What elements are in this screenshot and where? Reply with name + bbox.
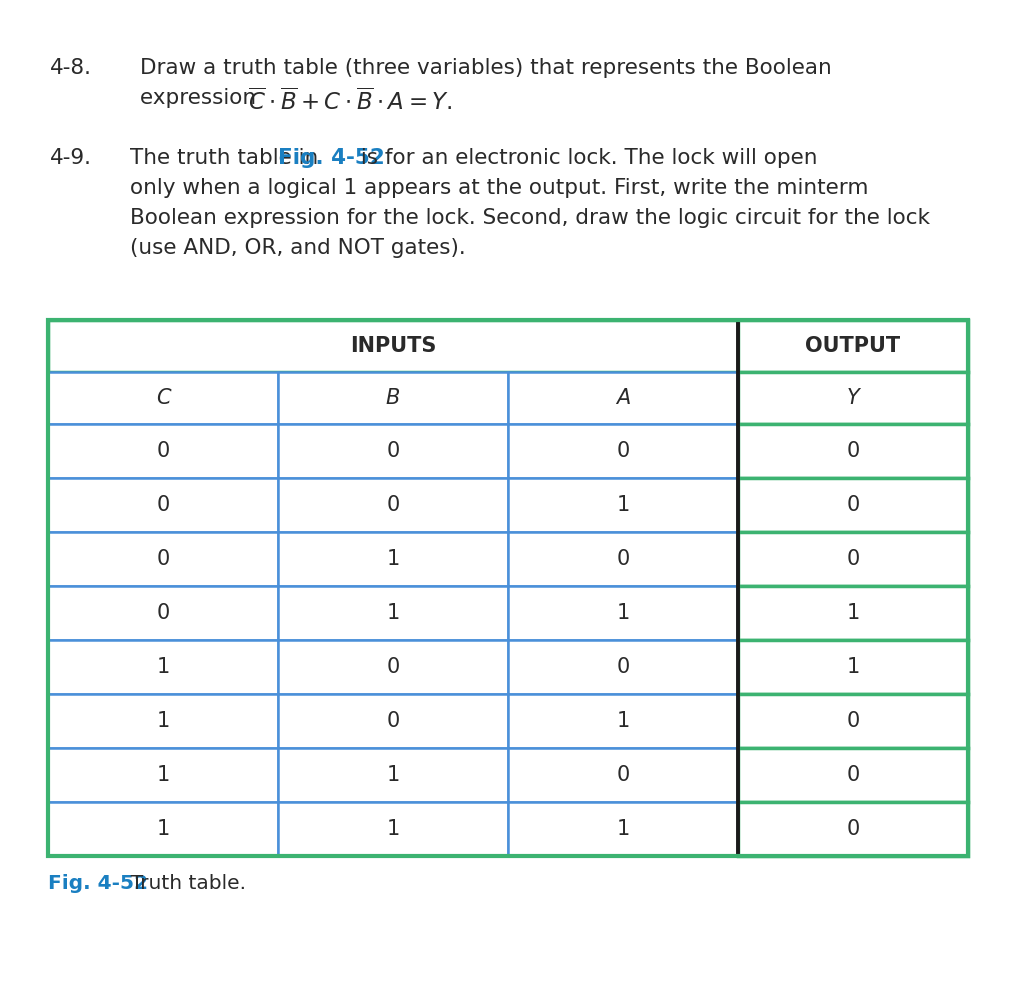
Text: 0: 0 xyxy=(847,765,859,785)
Bar xyxy=(48,478,278,532)
Bar xyxy=(278,694,508,748)
Text: 4-8.: 4-8. xyxy=(50,58,92,78)
Bar xyxy=(508,640,738,694)
Text: 0: 0 xyxy=(847,819,859,839)
Bar xyxy=(48,320,738,372)
Bar xyxy=(48,694,278,748)
Text: 1: 1 xyxy=(157,711,170,731)
Text: 0: 0 xyxy=(616,765,630,785)
Bar xyxy=(278,640,508,694)
Text: OUTPUT: OUTPUT xyxy=(806,336,900,356)
Bar xyxy=(48,640,278,694)
Text: Y: Y xyxy=(847,388,859,408)
Bar xyxy=(508,424,738,478)
Bar xyxy=(738,532,968,586)
Text: 0: 0 xyxy=(847,495,859,515)
Text: 1: 1 xyxy=(386,765,399,785)
Text: expression: expression xyxy=(140,88,263,108)
Text: 1: 1 xyxy=(847,603,859,623)
Text: is for an electronic lock. The lock will open: is for an electronic lock. The lock will… xyxy=(354,148,817,168)
Bar xyxy=(278,748,508,802)
Bar xyxy=(508,802,738,856)
Bar xyxy=(278,478,508,532)
Bar xyxy=(738,802,968,856)
Text: B: B xyxy=(386,388,400,408)
Text: C: C xyxy=(156,388,170,408)
Text: Draw a truth table (three variables) that represents the Boolean: Draw a truth table (three variables) tha… xyxy=(140,58,831,78)
Bar xyxy=(278,802,508,856)
Bar xyxy=(278,586,508,640)
Text: 0: 0 xyxy=(386,657,399,677)
Bar xyxy=(278,372,508,424)
Bar xyxy=(48,424,278,478)
Bar xyxy=(738,372,968,424)
Bar xyxy=(48,748,278,802)
Text: 1: 1 xyxy=(616,819,630,839)
Text: 0: 0 xyxy=(616,549,630,569)
Bar xyxy=(738,694,968,748)
Bar xyxy=(48,320,968,856)
Text: only when a logical 1 appears at the output. First, write the minterm: only when a logical 1 appears at the out… xyxy=(130,178,868,198)
Bar xyxy=(738,320,968,372)
Text: 0: 0 xyxy=(386,441,399,461)
Bar xyxy=(738,748,968,802)
Text: 1: 1 xyxy=(386,819,399,839)
Bar xyxy=(508,372,738,424)
Text: 1: 1 xyxy=(386,549,399,569)
Text: 1: 1 xyxy=(157,765,170,785)
Bar xyxy=(48,532,278,586)
Text: 0: 0 xyxy=(157,603,170,623)
Text: 1: 1 xyxy=(847,657,859,677)
Text: 0: 0 xyxy=(386,495,399,515)
Bar xyxy=(278,532,508,586)
Text: $\overline{C} \cdot \overline{B} + C \cdot \overline{B} \cdot A = Y.$: $\overline{C} \cdot \overline{B} + C \cd… xyxy=(248,88,453,115)
Bar xyxy=(508,586,738,640)
Text: 0: 0 xyxy=(386,711,399,731)
Text: 1: 1 xyxy=(616,495,630,515)
Text: 0: 0 xyxy=(157,441,170,461)
Text: A: A xyxy=(615,388,630,408)
Bar xyxy=(738,424,968,478)
Text: Truth table.: Truth table. xyxy=(118,874,246,893)
Text: 4-9.: 4-9. xyxy=(50,148,92,168)
Text: 0: 0 xyxy=(847,441,859,461)
Text: 0: 0 xyxy=(157,549,170,569)
Text: 0: 0 xyxy=(616,441,630,461)
Text: 0: 0 xyxy=(616,657,630,677)
Text: The truth table in: The truth table in xyxy=(130,148,326,168)
Bar xyxy=(738,640,968,694)
Bar xyxy=(508,694,738,748)
Bar xyxy=(508,532,738,586)
Bar xyxy=(48,372,278,424)
Text: 1: 1 xyxy=(616,711,630,731)
Text: 1: 1 xyxy=(157,657,170,677)
Text: (use AND, OR, and NOT gates).: (use AND, OR, and NOT gates). xyxy=(130,238,466,258)
Bar xyxy=(48,802,278,856)
Text: 0: 0 xyxy=(157,495,170,515)
Bar xyxy=(278,424,508,478)
Text: 1: 1 xyxy=(616,603,630,623)
Bar xyxy=(738,478,968,532)
Bar xyxy=(738,586,968,640)
Text: 0: 0 xyxy=(847,549,859,569)
Text: Boolean expression for the lock. Second, draw the logic circuit for the lock: Boolean expression for the lock. Second,… xyxy=(130,208,930,228)
Bar xyxy=(508,748,738,802)
Bar xyxy=(48,586,278,640)
Text: Fig. 4-52: Fig. 4-52 xyxy=(278,148,385,168)
Text: INPUTS: INPUTS xyxy=(350,336,436,356)
Text: 1: 1 xyxy=(157,819,170,839)
Text: 1: 1 xyxy=(386,603,399,623)
Text: Fig. 4-52: Fig. 4-52 xyxy=(48,874,148,893)
Text: 0: 0 xyxy=(847,711,859,731)
Bar xyxy=(508,478,738,532)
